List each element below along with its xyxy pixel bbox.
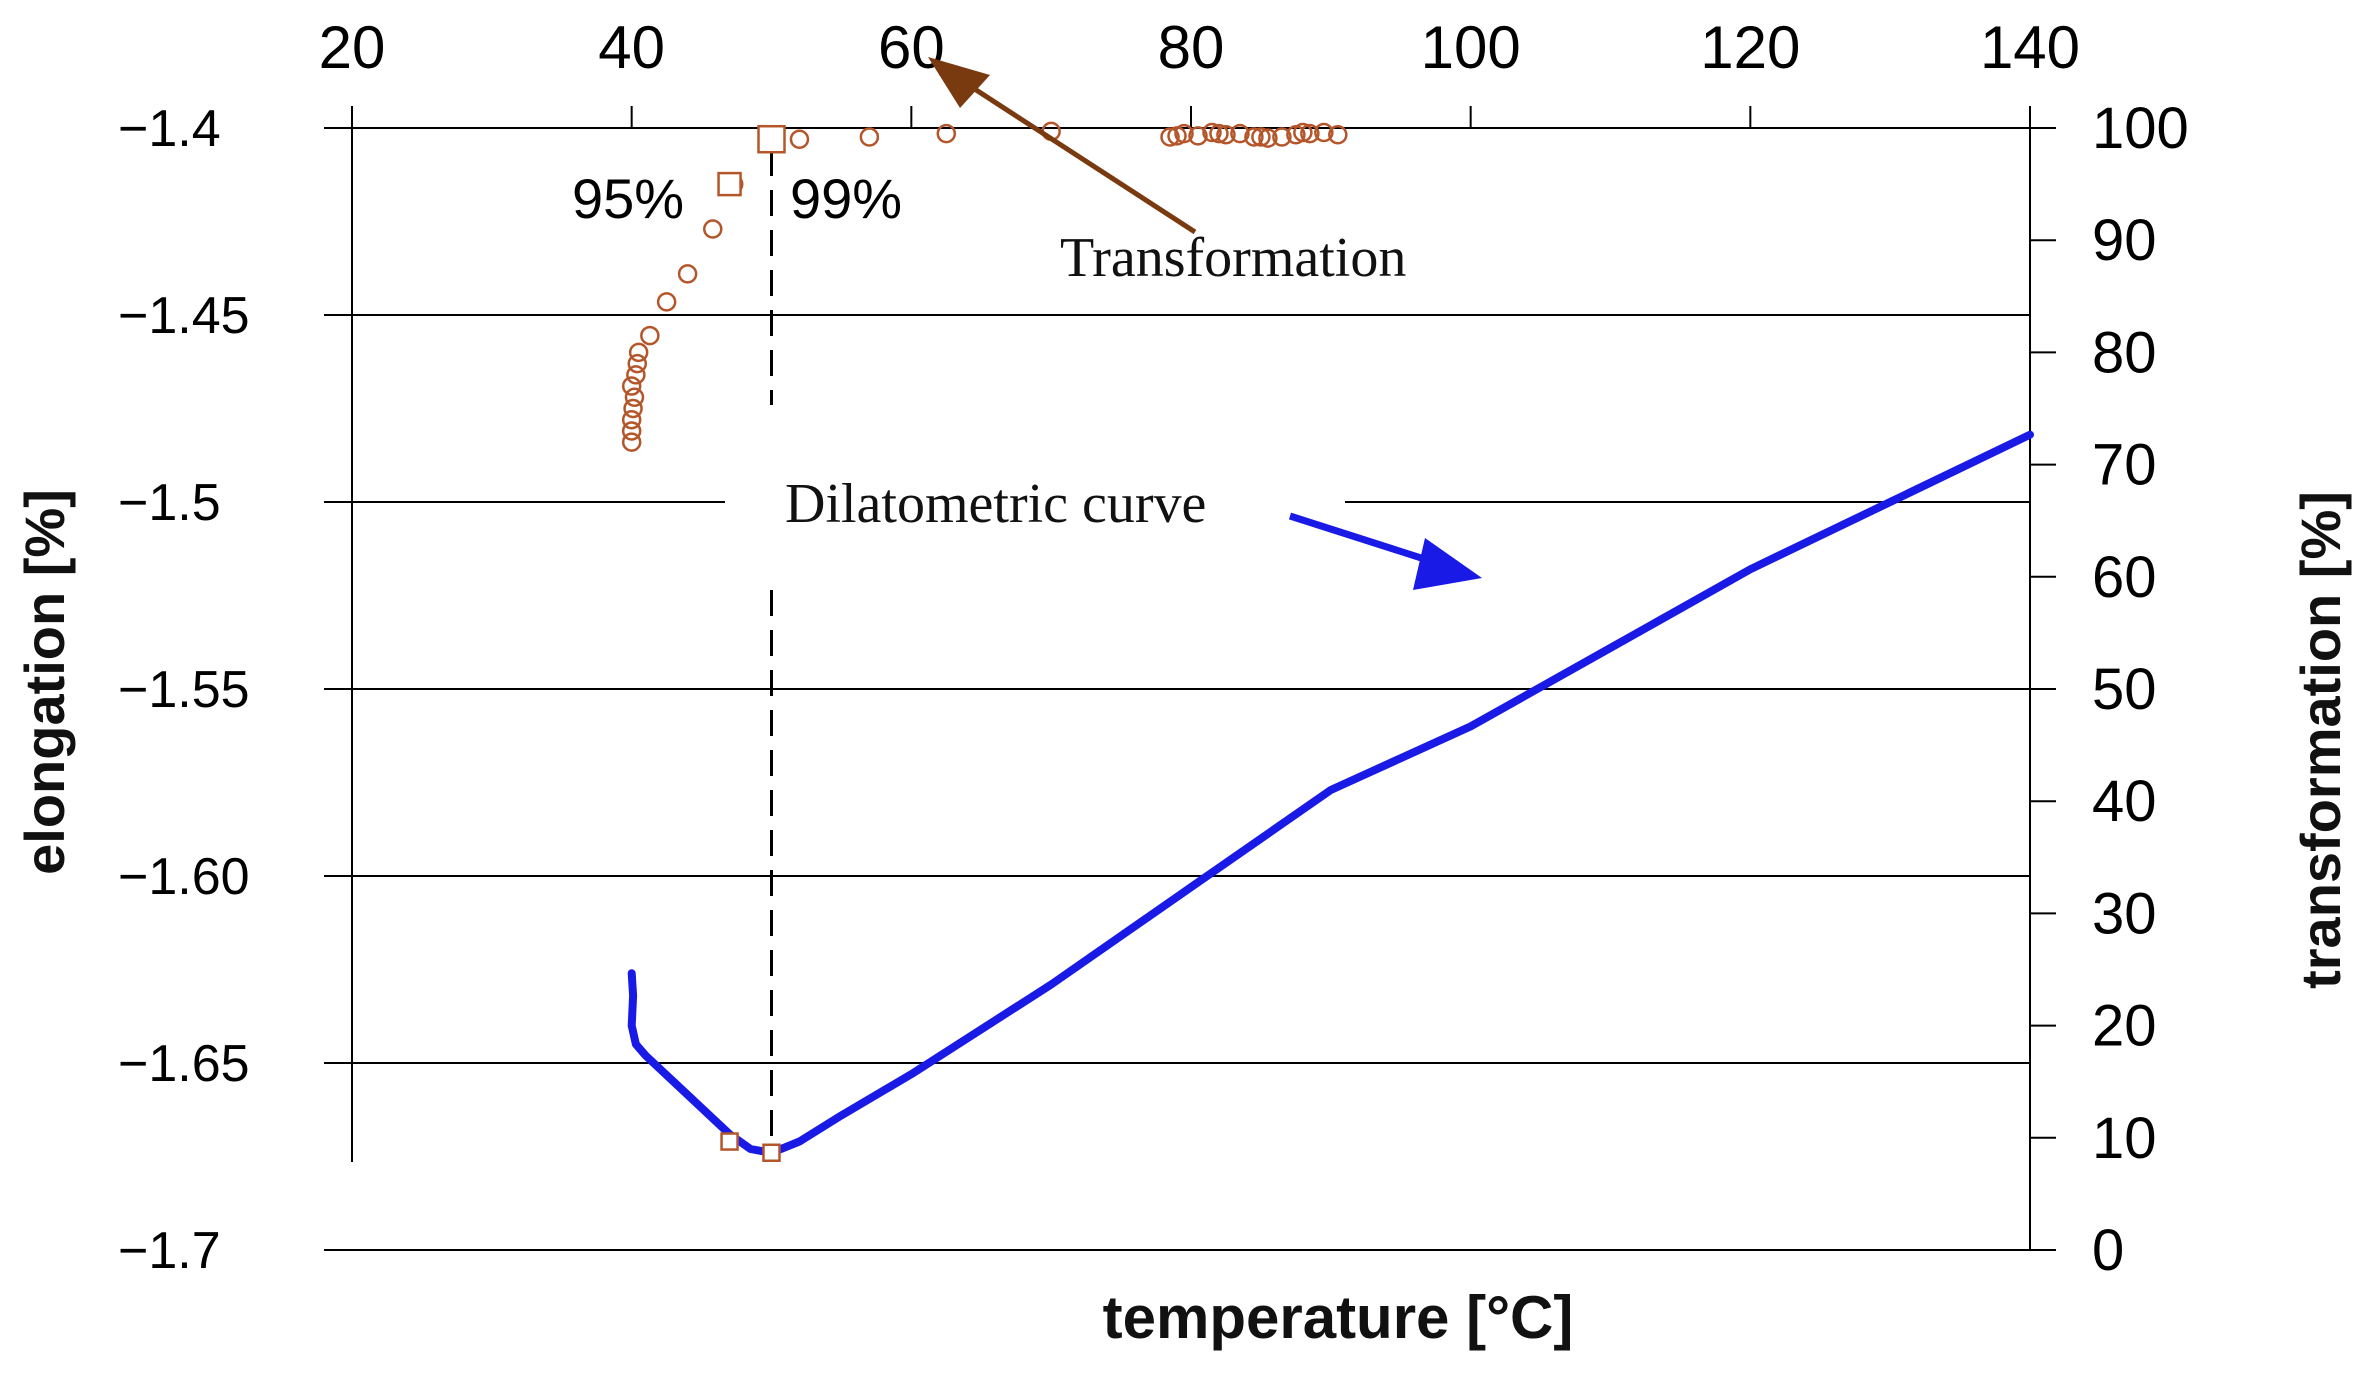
transformation-point xyxy=(628,342,649,363)
transformation-point xyxy=(1216,124,1236,145)
dilatometric-series xyxy=(627,430,2034,1157)
transformation-point xyxy=(627,353,648,374)
transformation-point xyxy=(1293,122,1313,143)
label-bg-transformation xyxy=(1000,180,1620,310)
transformation-point xyxy=(1230,123,1250,144)
y-right-tick-label: 20 xyxy=(2092,994,2157,1059)
transformation-point xyxy=(626,365,646,385)
axes xyxy=(324,106,2056,1251)
y-right-tick-label: 0 xyxy=(2092,1218,2124,1283)
transformation-point xyxy=(1209,123,1229,144)
marker-95%-left xyxy=(720,1132,739,1151)
transformation-point xyxy=(1272,127,1292,147)
y-right-tick-label: 80 xyxy=(2092,320,2157,385)
y-right-tick-label: 10 xyxy=(2092,1106,2157,1171)
y-right-tick-label: 100 xyxy=(2092,96,2189,161)
transformation-point xyxy=(1188,126,1208,146)
transformation-point xyxy=(703,219,723,239)
transformation-point xyxy=(624,387,645,408)
y-right-tick-label: 40 xyxy=(2092,769,2157,834)
y-left-tick-label: −1.65 xyxy=(118,1035,250,1093)
x-tick-label: 80 xyxy=(1158,14,1225,81)
x-tick-label: 100 xyxy=(1421,14,1521,81)
y-left-tick-label: −1.4 xyxy=(118,100,221,158)
y-right-tick-label: 50 xyxy=(2092,657,2157,722)
transformation-point xyxy=(621,432,642,452)
arrow-transformation-shaft xyxy=(948,70,1197,235)
y-left-tick-label: −1.45 xyxy=(118,287,250,345)
transformation-point xyxy=(936,123,957,144)
marker-99%-right xyxy=(757,124,786,154)
annotations: 95% 99% Transformation Dilatometric curv… xyxy=(572,167,1620,575)
transformation-point xyxy=(1300,123,1320,144)
arrow-dilatometric-head xyxy=(1413,538,1482,590)
transformation-point xyxy=(656,292,677,312)
y-left-tick-label: −1.7 xyxy=(118,1222,221,1280)
x-axis-title: temperature [°C] xyxy=(1103,1284,1574,1351)
x-tick-label: 20 xyxy=(319,14,386,81)
marker-99%-left xyxy=(762,1143,781,1163)
transformation-point xyxy=(621,376,642,396)
transformation-point xyxy=(859,127,880,147)
arrow-dilatometric-shaft xyxy=(1288,512,1442,568)
transformation-point xyxy=(1160,127,1180,147)
transformation-point xyxy=(621,409,642,430)
transformation-point xyxy=(1328,124,1348,145)
x-tick-label: 120 xyxy=(1700,14,1800,81)
x-tick-label: 140 xyxy=(1980,14,2080,81)
y-right-tick-label: 90 xyxy=(2092,208,2157,273)
marker-95%-right xyxy=(717,171,742,197)
transformation-point xyxy=(1202,122,1222,143)
annotation-arrows xyxy=(928,57,1482,590)
arrow-transformation-head xyxy=(928,57,990,108)
transformation-point xyxy=(1258,128,1278,148)
dilatometric-line xyxy=(627,430,2034,1157)
transformation-point xyxy=(640,325,660,346)
transformation-point xyxy=(1251,127,1271,147)
transformation-point xyxy=(789,129,810,149)
tick-labels: −1.4−1.45−1.5−1.55−1.60−1.65−1.710090807… xyxy=(118,14,2189,1283)
transformation-point xyxy=(677,264,698,284)
transformation-point xyxy=(1314,122,1334,143)
transformation-point xyxy=(1167,126,1187,146)
label-99: 99% xyxy=(790,167,902,230)
transformation-point xyxy=(1244,127,1264,147)
y-right-tick-label: 30 xyxy=(2092,881,2157,946)
label-95: 95% xyxy=(572,167,684,230)
x-tick-label: 40 xyxy=(598,14,665,81)
y-left-axis-title: elongation [%] xyxy=(13,489,76,875)
square-markers xyxy=(717,124,786,1163)
label-dilatometric: Dilatometric curve xyxy=(785,473,1206,535)
y-left-tick-label: −1.5 xyxy=(118,474,221,532)
y-left-tick-label: −1.55 xyxy=(118,661,250,719)
x-tick-label: 60 xyxy=(878,14,945,81)
transformation-point xyxy=(621,421,642,441)
transformation-point xyxy=(623,398,643,419)
y-right-tick-label: 60 xyxy=(2092,545,2157,610)
label-transformation: Transformation xyxy=(1060,227,1406,289)
label-bg-dilatometric xyxy=(725,445,1345,575)
y-right-axis-title: transformation [%] xyxy=(2289,491,2352,989)
y-right-tick-label: 70 xyxy=(2092,433,2157,498)
y-left-tick-label: −1.60 xyxy=(118,848,250,906)
transformation-series xyxy=(621,121,1348,452)
